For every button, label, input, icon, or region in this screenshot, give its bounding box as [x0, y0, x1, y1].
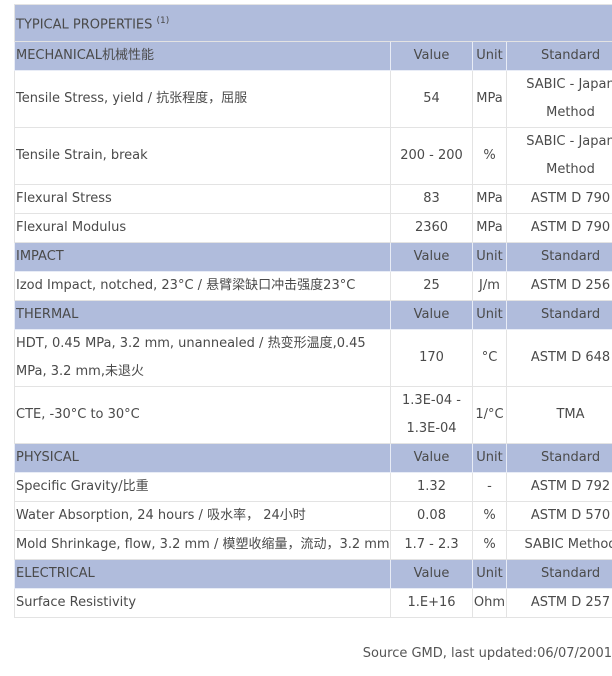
property-value: 1.7 - 2.3	[390, 530, 473, 561]
property-unit: MPa	[472, 70, 507, 129]
section-title: PHYSICAL	[14, 443, 391, 474]
unit-column-header: Unit	[472, 300, 507, 331]
properties-table-container: TYPICAL PROPERTIES (1) MECHANICAL机械性能 Val…	[13, 3, 612, 619]
property-name: Water Absorption, 24 hours / 吸水率， 24小时	[14, 501, 391, 532]
property-name: Tensile Strain, break	[14, 127, 391, 186]
property-unit: %	[472, 127, 507, 186]
standard-column-header: Standard	[505, 242, 612, 273]
table-title: TYPICAL PROPERTIES (1)	[13, 3, 612, 43]
property-standard: TMA	[505, 386, 612, 445]
property-unit: Ohm	[472, 588, 507, 619]
property-standard: ASTM D 792	[505, 472, 612, 503]
table-row: Mold Shrinkage, flow, 3.2 mm / 模塑收缩量，流动，…	[14, 530, 612, 561]
property-value: 200 - 200	[390, 127, 473, 186]
value-column-header: Value	[390, 559, 473, 590]
property-unit: -	[472, 472, 507, 503]
property-value: 170	[390, 329, 473, 388]
property-name: Flexural Modulus	[14, 213, 391, 244]
section-title: MECHANICAL机械性能	[14, 41, 391, 72]
title-text: TYPICAL PROPERTIES	[16, 17, 153, 33]
section-title: ELECTRICAL	[14, 559, 391, 590]
section-header-row: MECHANICAL机械性能 Value Unit Standard	[14, 41, 612, 72]
property-name: Surface Resistivity	[14, 588, 391, 619]
property-name: CTE, -30°C to 30°C	[14, 386, 391, 445]
section-header-row: IMPACT Value Unit Standard	[14, 242, 612, 273]
property-value: 2360	[390, 213, 473, 244]
table-row: HDT, 0.45 MPa, 3.2 mm, unannealed / 热变形温…	[14, 329, 612, 388]
title-footnote: (1)	[156, 16, 170, 26]
property-name: Flexural Stress	[14, 184, 391, 215]
property-value: 1.E+16	[390, 588, 473, 619]
unit-column-header: Unit	[472, 443, 507, 474]
property-name: Mold Shrinkage, flow, 3.2 mm / 模塑收缩量，流动，…	[14, 530, 391, 561]
table-row: Flexural Stress 83 MPa ASTM D 790	[14, 184, 612, 215]
table-row: Izod Impact, notched, 23°C / 悬臂梁缺口冲击强度23…	[14, 271, 612, 302]
value-column-header: Value	[390, 300, 473, 331]
unit-column-header: Unit	[472, 242, 507, 273]
table-row: Water Absorption, 24 hours / 吸水率， 24小时 0.…	[14, 501, 612, 532]
property-standard: ASTM D 570	[505, 501, 612, 532]
property-value: 54	[390, 70, 473, 129]
property-name: HDT, 0.45 MPa, 3.2 mm, unannealed / 热变形温…	[14, 329, 391, 388]
table-row: Surface Resistivity 1.E+16 Ohm ASTM D 257	[14, 588, 612, 619]
table-row: Tensile Strain, break 200 - 200% SABIC - J…	[14, 127, 612, 186]
property-unit: MPa	[472, 213, 507, 244]
property-standard: ASTM D 790	[505, 213, 612, 244]
property-unit: °C	[472, 329, 507, 388]
table-row: Tensile Stress, yield / 抗张程度，屈服 54 MPa SABI…	[14, 70, 612, 129]
source-footer: Source GMD, last updated:06/07/2001	[362, 646, 612, 661]
property-standard: SABIC - Japan Method	[505, 70, 612, 129]
property-standard: ASTM D 648	[505, 329, 612, 388]
property-standard: ASTM D 256	[505, 271, 612, 302]
section-header-row: PHYSICAL Value Unit Standard	[14, 443, 612, 474]
standard-column-header: Standard	[505, 41, 612, 72]
section-title: THERMAL	[14, 300, 391, 331]
standard-column-header: Standard	[505, 559, 612, 590]
property-unit: MPa	[472, 184, 507, 215]
property-standard: SABIC - Japan Method	[505, 127, 612, 186]
property-value: 0.08	[390, 501, 473, 532]
property-unit: %	[472, 501, 507, 532]
table-title-row: TYPICAL PROPERTIES (1)	[13, 3, 612, 43]
standard-column-header: Standard	[505, 443, 612, 474]
unit-column-header: Unit	[472, 41, 507, 72]
value-column-header: Value	[390, 242, 473, 273]
property-name: Tensile Stress, yield / 抗张程度，屈服	[14, 70, 391, 129]
standard-column-header: Standard	[505, 300, 612, 331]
property-standard: ASTM D 257	[505, 588, 612, 619]
property-unit: J/m	[472, 271, 507, 302]
value-column-header: Value	[390, 443, 473, 474]
section-title: IMPACT	[14, 242, 391, 273]
section-header-row: ELECTRICAL Value Unit Standard	[14, 559, 612, 590]
property-unit: %	[472, 530, 507, 561]
property-value: 83	[390, 184, 473, 215]
table-row: Specific Gravity/比重 1.32- ASTM D 792	[14, 472, 612, 503]
property-name: Specific Gravity/比重	[14, 472, 391, 503]
property-standard: ASTM D 790	[505, 184, 612, 215]
section-header-row: THERMAL Value Unit Standard	[14, 300, 612, 331]
property-standard: SABIC Method	[505, 530, 612, 561]
property-value: 25	[390, 271, 473, 302]
property-value: 1.32	[390, 472, 473, 503]
table-row: CTE, -30°C to 30°C 1.3E-04 - 1.3E-04 1/°C T…	[14, 386, 612, 445]
table-row: Flexural Modulus 2360 MPa ASTM D 790	[14, 213, 612, 244]
unit-column-header: Unit	[472, 559, 507, 590]
typical-properties-table: TYPICAL PROPERTIES (1) MECHANICAL机械性能 Val…	[13, 3, 612, 619]
value-column-header: Value	[390, 41, 473, 72]
property-unit: 1/°C	[472, 386, 507, 445]
property-value: 1.3E-04 - 1.3E-04	[390, 386, 473, 445]
property-name: Izod Impact, notched, 23°C / 悬臂梁缺口冲击强度23…	[14, 271, 391, 302]
